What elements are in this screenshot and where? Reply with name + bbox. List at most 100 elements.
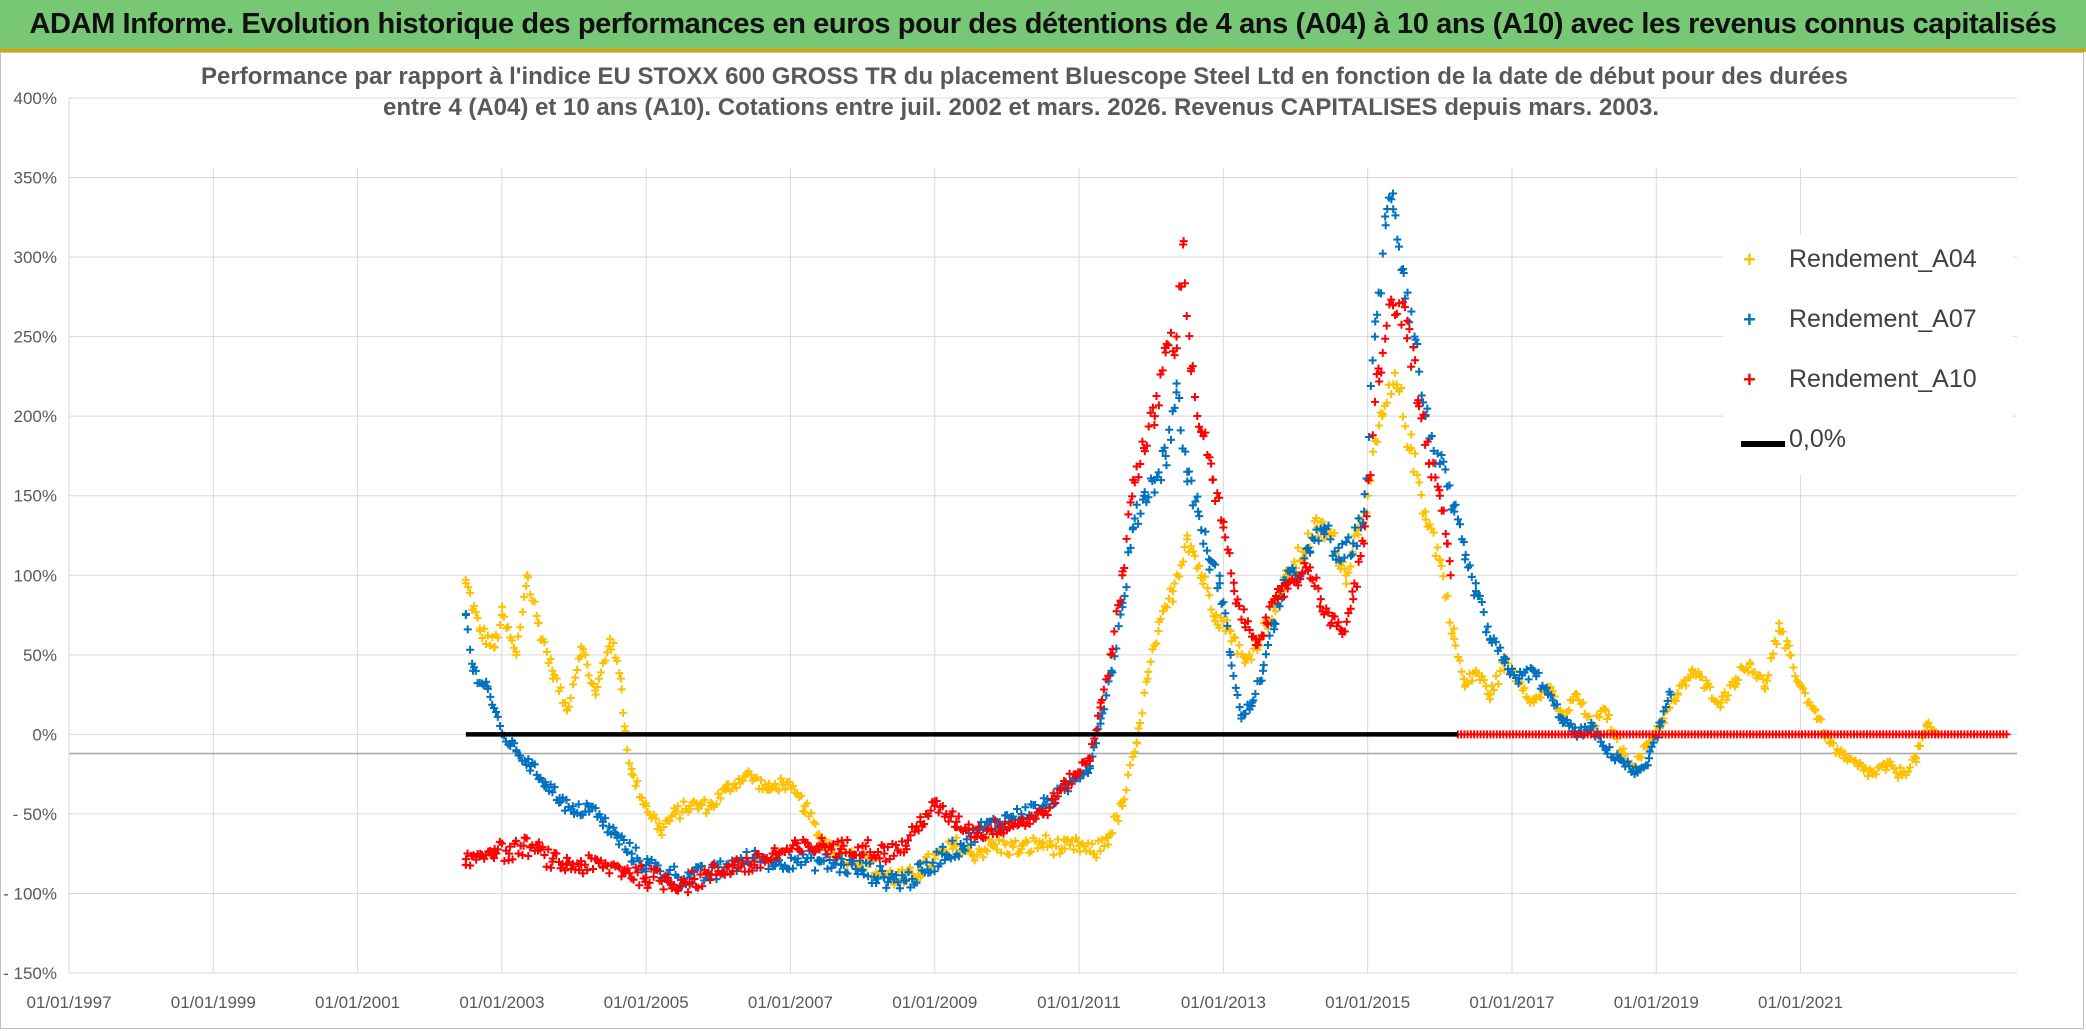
point-rendement-a10: [817, 834, 826, 843]
point-rendement-a10: [598, 863, 607, 872]
point-rendement-a07: [1203, 546, 1212, 555]
point-rendement-a04: [542, 647, 551, 656]
point-rendement-a10: [1088, 740, 1097, 749]
point-rendement-a04: [1041, 831, 1050, 840]
point-rendement-a07: [522, 760, 531, 769]
point-rendement-a04: [1893, 773, 1902, 782]
point-rendement-a04: [1057, 844, 1066, 853]
point-rendement-a10: [1106, 650, 1115, 659]
point-rendement-a10: [1280, 592, 1289, 601]
point-rendement-a07: [1049, 800, 1058, 809]
point-rendement-a10: [1407, 362, 1416, 371]
point-rendement-a07: [1306, 548, 1315, 557]
point-rendement-a07: [1031, 800, 1040, 809]
point-rendement-a07: [1219, 598, 1228, 607]
point-rendement-a04: [761, 780, 770, 789]
point-rendement-a04: [1572, 689, 1581, 698]
point-rendement-a04: [483, 631, 492, 640]
point-rendement-a04: [1697, 672, 1706, 681]
point-rendement-a04: [697, 801, 706, 810]
point-rendement-a10: [1316, 602, 1325, 611]
point-rendement-a10: [1128, 492, 1137, 501]
point-rendement-a04: [714, 789, 723, 798]
point-rendement-a10: [1389, 301, 1398, 310]
point-rendement-a10: [1179, 240, 1188, 249]
point-rendement-a10: [1188, 362, 1197, 371]
point-rendement-a07: [788, 864, 797, 873]
x-tick-label: 01/01/1999: [171, 993, 256, 1012]
point-rendement-a10: [493, 845, 502, 854]
point-rendement-a10: [629, 875, 638, 884]
point-rendement-a04: [1700, 684, 1709, 693]
point-rendement-a04: [1001, 840, 1010, 849]
point-rendement-a07: [870, 873, 879, 882]
point-rendement-a07: [1360, 507, 1369, 516]
point-rendement-a07: [1429, 446, 1438, 455]
point-rendement-a04: [1015, 848, 1024, 857]
point-rendement-a07: [884, 878, 893, 887]
point-rendement-a10: [502, 846, 511, 855]
point-rendement-a04: [1485, 695, 1494, 704]
point-rendement-a07: [1467, 572, 1476, 581]
point-rendement-a04: [1190, 551, 1199, 560]
point-rendement-a10: [1190, 392, 1199, 401]
chart-frame: 400% 350% 300% 250% 200% 150% 100% 50% 0% - 50% - …: [0, 52, 2084, 1029]
point-rendement-a04: [1225, 626, 1234, 635]
point-rendement-a10: [596, 856, 605, 865]
point-rendement-a04: [1447, 629, 1456, 638]
point-rendement-a07: [1249, 696, 1258, 705]
point-rendement-a07: [1373, 310, 1382, 319]
point-rendement-a04: [1746, 660, 1755, 669]
point-rendement-a04: [655, 819, 664, 828]
x-tick-label: 01/01/2007: [748, 993, 833, 1012]
point-rendement-a10: [1205, 453, 1214, 462]
point-rendement-a10: [1391, 311, 1400, 320]
point-rendement-a04: [1761, 684, 1770, 693]
point-rendement-a10: [1340, 627, 1349, 636]
point-rendement-a04: [992, 845, 1001, 854]
point-rendement-a07: [1433, 449, 1442, 458]
point-rendement-a04: [1126, 761, 1135, 770]
point-rendement-a04: [1619, 744, 1628, 753]
point-rendement-a10: [631, 863, 640, 872]
point-rendement-a07: [496, 722, 505, 731]
point-rendement-a07: [1514, 679, 1523, 688]
point-rendement-a04: [1799, 684, 1808, 693]
point-rendement-a04: [1005, 850, 1014, 859]
point-rendement-a10: [938, 802, 947, 811]
point-rendement-a04: [1488, 681, 1497, 690]
point-rendement-a07: [510, 739, 519, 748]
point-rendement-a04: [1108, 829, 1117, 838]
point-rendement-a04: [465, 588, 474, 597]
point-rendement-a04: [994, 836, 1003, 845]
point-rendement-a10: [1047, 794, 1056, 803]
point-rendement-a04: [1496, 666, 1505, 675]
point-rendement-a07: [1512, 674, 1521, 683]
point-rendement-a10: [1166, 328, 1175, 337]
point-rendement-a07: [895, 884, 904, 893]
point-rendement-a04: [1621, 751, 1630, 760]
point-rendement-a07: [866, 859, 875, 868]
point-rendement-a07: [1439, 457, 1448, 466]
point-rendement-a07: [1352, 541, 1361, 550]
point-rendement-a10: [1265, 602, 1274, 611]
point-rendement-a04: [1378, 410, 1387, 419]
point-rendement-a10: [546, 863, 555, 872]
point-rendement-a07: [1447, 505, 1456, 514]
point-rendement-a10: [623, 864, 632, 873]
point-rendement-a10: [1372, 370, 1381, 379]
point-rendement-a04: [1764, 671, 1773, 680]
point-rendement-a04: [596, 668, 605, 677]
point-rendement-a10: [1374, 364, 1383, 373]
point-rendement-a04: [1401, 422, 1410, 431]
point-rendement-a04: [1437, 561, 1446, 570]
point-rendement-a04: [1130, 748, 1139, 757]
point-rendement-a10: [991, 816, 1000, 825]
point-rendement-a10: [1112, 607, 1121, 616]
point-rendement-a04: [1906, 763, 1915, 772]
point-rendement-a07: [631, 843, 640, 852]
point-rendement-a10: [704, 868, 713, 877]
point-rendement-a10: [1172, 332, 1181, 341]
point-rendement-a04: [692, 799, 701, 808]
point-rendement-a07: [1108, 668, 1117, 677]
